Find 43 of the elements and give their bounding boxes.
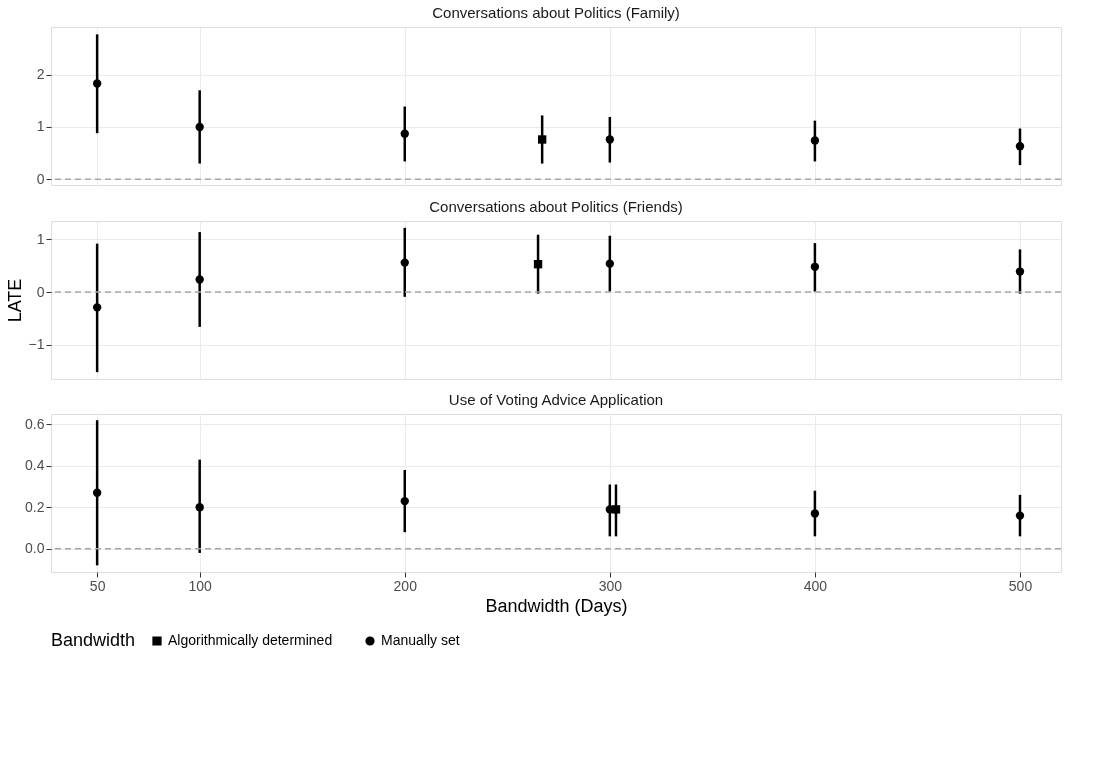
x-tick-label: 50 xyxy=(89,577,106,594)
point xyxy=(92,79,102,88)
point xyxy=(1015,511,1025,520)
point xyxy=(1015,267,1025,276)
point xyxy=(810,262,820,271)
point xyxy=(810,509,820,518)
x-axis-title: Bandwidth (Days) xyxy=(485,595,628,616)
point xyxy=(195,503,204,512)
x-tick-label: 300 xyxy=(598,577,623,594)
y-tick-label: 1 xyxy=(36,118,45,135)
y-tick-label: 0.6 xyxy=(25,415,45,432)
point xyxy=(533,260,543,269)
y-tick-label: 0.0 xyxy=(25,540,45,557)
y-tick-label: 2 xyxy=(36,66,45,83)
point xyxy=(605,259,615,268)
legend-title: Bandwidth xyxy=(51,630,136,650)
y-tick-label: 0.4 xyxy=(25,457,45,474)
y-tick-label: 0 xyxy=(36,170,45,187)
chart-title: Conversations about Politics (Friends) xyxy=(429,198,683,215)
chart-title: Use of Voting Advice Application xyxy=(448,391,664,408)
point xyxy=(400,258,409,267)
point xyxy=(537,135,547,144)
legend-label: Algorithmically determined xyxy=(168,632,333,648)
point xyxy=(195,275,204,284)
point xyxy=(92,303,102,312)
x-tick-label: 400 xyxy=(803,577,828,594)
x-tick-label: 500 xyxy=(1008,577,1033,594)
y-tick-label: −1 xyxy=(28,336,45,353)
point xyxy=(195,122,204,132)
point xyxy=(1015,142,1025,151)
point xyxy=(400,129,409,138)
chart-title: Conversations about Politics (Family) xyxy=(432,4,680,21)
point xyxy=(400,496,409,506)
legend-label: Manually set xyxy=(381,632,460,648)
point xyxy=(605,135,615,144)
y-tick-label: 1 xyxy=(36,230,45,247)
y-tick-label: 0 xyxy=(36,283,45,300)
x-tick-label: 100 xyxy=(188,577,213,594)
y-tick-label: 0.2 xyxy=(25,498,45,515)
x-tick-label: 200 xyxy=(393,577,418,594)
point xyxy=(810,136,820,145)
y-axis-title: LATE xyxy=(4,278,25,323)
point xyxy=(92,488,102,497)
